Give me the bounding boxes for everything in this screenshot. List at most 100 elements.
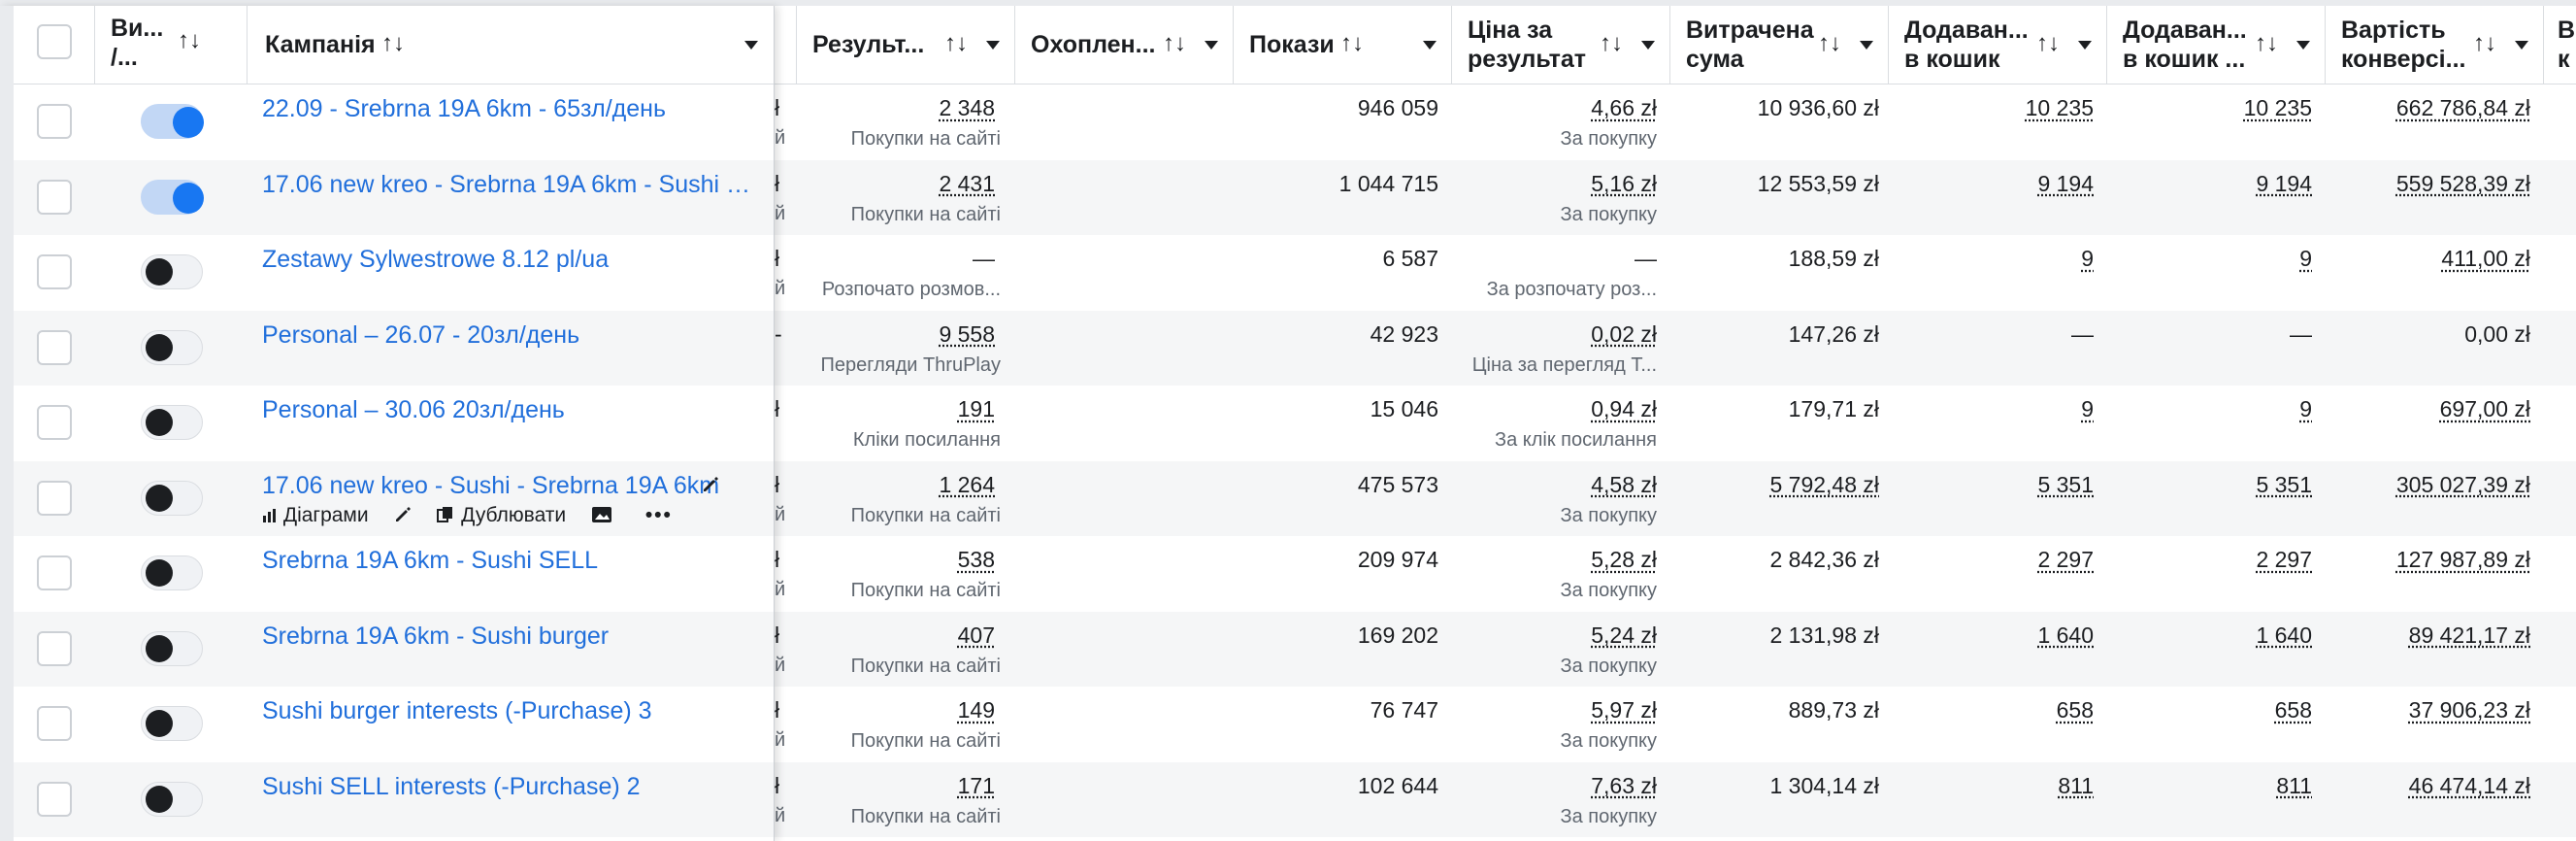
- row-checkbox[interactable]: [37, 555, 72, 590]
- column-header-cost-per-result[interactable]: Ціна за результат ↑↓: [1451, 6, 1669, 84]
- column-header-impressions[interactable]: Покази ↑↓: [1233, 6, 1451, 84]
- cost-per-result-value[interactable]: 4,58 zł: [1591, 471, 1657, 497]
- campaign-name-link[interactable]: Personal – 30.06 20зл/день: [262, 396, 565, 423]
- results-value[interactable]: 2 431: [939, 170, 995, 196]
- table-row[interactable]: 22.09 - Srebrna 19A 6km - 65зл/день ł й …: [0, 84, 2576, 159]
- adds-to-cart-b-value[interactable]: 5 351: [2256, 471, 2312, 497]
- chevron-down-icon[interactable]: [1423, 41, 1437, 50]
- column-header-adds-to-cart-b[interactable]: Додаван... в кошик ... ↑↓: [2106, 6, 2325, 84]
- conversion-value[interactable]: 305 027,39 zł: [2395, 471, 2530, 497]
- row-checkbox[interactable]: [37, 781, 72, 817]
- row-checkbox[interactable]: [37, 405, 72, 440]
- sort-icon[interactable]: ↑↓: [944, 30, 968, 56]
- delivery-toggle[interactable]: [141, 254, 203, 289]
- chevron-down-icon[interactable]: [2078, 41, 2092, 50]
- column-header-campaign[interactable]: Кампанія ↑↓: [247, 6, 774, 84]
- adds-to-cart-value[interactable]: 10 235: [2025, 95, 2094, 120]
- chevron-down-icon[interactable]: [1641, 41, 1655, 50]
- sort-icon[interactable]: ↑↓: [1163, 30, 1186, 56]
- cost-per-result-value[interactable]: 0,02 zł: [1591, 320, 1657, 347]
- delivery-toggle[interactable]: [141, 781, 203, 817]
- adds-to-cart-b-value[interactable]: 2 297: [2256, 547, 2312, 572]
- campaign-name-link[interactable]: Sushi burger interests (-Purchase) 3: [262, 697, 652, 724]
- row-checkbox[interactable]: [37, 254, 72, 289]
- row-checkbox[interactable]: [37, 630, 72, 666]
- cost-per-result-value[interactable]: 5,24 zł: [1591, 622, 1657, 648]
- campaign-name-link[interactable]: Srebrna 19A 6km - Sushi SELL: [262, 547, 599, 574]
- campaign-name-link[interactable]: Zestawy Sylwestrowe 8.12 pl/ua: [262, 246, 610, 273]
- conversion-value[interactable]: 46 474,14 zł: [2408, 772, 2530, 798]
- row-checkbox[interactable]: [37, 480, 72, 516]
- conversion-value[interactable]: 37 906,23 zł: [2408, 697, 2530, 723]
- adds-to-cart-b-value[interactable]: 1 640: [2256, 622, 2312, 648]
- results-value[interactable]: 538: [957, 547, 995, 572]
- delivery-toggle[interactable]: [141, 405, 203, 440]
- more-options-icon[interactable]: •••: [644, 503, 673, 526]
- adds-to-cart-b-value[interactable]: 10 235: [2243, 95, 2312, 120]
- campaign-name-link[interactable]: 22.09 - Srebrna 19A 6km - 65зл/день: [262, 95, 667, 122]
- row-checkbox[interactable]: [37, 706, 72, 741]
- table-row[interactable]: Personal – 30.06 20зл/день ł 191 Кліки п…: [0, 386, 2576, 460]
- results-value[interactable]: 171: [957, 772, 995, 798]
- results-value[interactable]: 1 264: [939, 471, 995, 497]
- delivery-toggle[interactable]: [141, 329, 203, 365]
- cost-per-result-value[interactable]: 5,28 zł: [1591, 547, 1657, 572]
- chevron-down-icon[interactable]: [744, 41, 758, 50]
- adds-to-cart-value[interactable]: 9: [2081, 396, 2094, 421]
- table-row[interactable]: Personal – 26.07 - 20зл/день - 9 558 Пер…: [0, 310, 2576, 386]
- table-row[interactable]: Sushi SELL interests (-Purchase) 2 ł й 1…: [0, 761, 2576, 837]
- charts-action[interactable]: Діаграми: [262, 504, 369, 527]
- cost-per-result-value[interactable]: —: [1635, 246, 1657, 271]
- cost-per-result-value[interactable]: 4,66 zł: [1591, 95, 1657, 120]
- campaign-name-link[interactable]: Sushi SELL interests (-Purchase) 2: [262, 772, 641, 800]
- adds-to-cart-value[interactable]: 2 297: [2037, 547, 2094, 572]
- edit-name-icon[interactable]: [701, 475, 720, 499]
- cost-per-result-value[interactable]: 7,63 zł: [1591, 772, 1657, 798]
- sort-icon[interactable]: ↑↓: [381, 30, 405, 56]
- chevron-down-icon[interactable]: [1205, 41, 1218, 50]
- adds-to-cart-b-value[interactable]: 658: [2274, 697, 2312, 723]
- results-value[interactable]: —: [973, 246, 995, 271]
- sort-icon[interactable]: ↑↓: [178, 27, 201, 53]
- adds-to-cart-b-value[interactable]: 9 194: [2256, 170, 2312, 196]
- adds-to-cart-b-value[interactable]: 811: [2276, 772, 2312, 798]
- table-row[interactable]: 17.06 new kreo - Srebrna 19A 6km - Sushi…: [0, 159, 2576, 235]
- conversion-value[interactable]: 559 528,39 zł: [2395, 170, 2530, 196]
- conversion-value[interactable]: 0,00 zł: [2464, 320, 2530, 347]
- adds-to-cart-b-value[interactable]: —: [2290, 320, 2312, 347]
- results-value[interactable]: 2 348: [939, 95, 995, 120]
- campaign-name-link[interactable]: 17.06 new kreo - Sushi - Srebrna 19A 6km: [262, 471, 720, 499]
- results-value[interactable]: 9 558: [939, 320, 995, 347]
- cost-per-result-value[interactable]: 0,94 zł: [1591, 396, 1657, 421]
- table-row[interactable]: Sushi burger interests (-Purchase) 3 ł й…: [0, 687, 2576, 761]
- results-value[interactable]: 191: [957, 396, 995, 421]
- chevron-down-icon[interactable]: [1860, 41, 1873, 50]
- campaign-name-link[interactable]: Personal – 26.07 - 20зл/день: [262, 320, 580, 349]
- row-checkbox[interactable]: [37, 179, 72, 215]
- conversion-value[interactable]: 89 421,17 zł: [2408, 622, 2530, 648]
- adds-to-cart-value[interactable]: 5 351: [2037, 471, 2094, 497]
- adds-to-cart-value[interactable]: 658: [2056, 697, 2094, 723]
- column-header-delivery[interactable]: Ви... /... ↑↓: [94, 6, 247, 84]
- campaign-name-link[interactable]: Srebrna 19A 6km - Sushi burger: [262, 622, 610, 650]
- conversion-value[interactable]: 411,00 zł: [2441, 246, 2530, 271]
- row-checkbox[interactable]: [37, 329, 72, 365]
- delivery-toggle[interactable]: [141, 480, 203, 516]
- column-header-reach[interactable]: Охоплен... ↑↓: [1014, 6, 1233, 84]
- table-row[interactable]: Srebrna 19A 6km - Sushi SELL ł й 538 Пок…: [0, 536, 2576, 611]
- image-icon[interactable]: [591, 505, 612, 524]
- sort-icon[interactable]: ↑↓: [1600, 30, 1623, 56]
- row-checkbox[interactable]: [37, 104, 72, 139]
- cost-per-result-value[interactable]: 5,97 zł: [1591, 697, 1657, 723]
- select-all-checkbox[interactable]: [37, 24, 72, 59]
- duplicate-action[interactable]: Дублювати: [436, 504, 566, 527]
- conversion-value[interactable]: 127 987,89 zł: [2395, 547, 2530, 572]
- column-header-results[interactable]: Результ... ↑↓: [796, 6, 1014, 84]
- adds-to-cart-value[interactable]: 811: [2058, 772, 2094, 798]
- campaign-name-link[interactable]: 17.06 new kreo - Srebrna 19A 6km - Sushi…: [262, 170, 752, 198]
- delivery-toggle[interactable]: [141, 179, 204, 215]
- conversion-value[interactable]: 697,00 zł: [2439, 396, 2530, 421]
- delivery-toggle[interactable]: [141, 104, 204, 139]
- delivery-toggle[interactable]: [141, 706, 203, 741]
- chevron-down-icon[interactable]: [986, 41, 1000, 50]
